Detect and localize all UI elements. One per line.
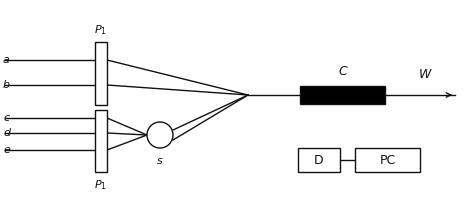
Text: W: W <box>419 68 431 81</box>
Text: d: d <box>3 128 10 138</box>
Bar <box>300 86 385 104</box>
Bar <box>355 148 420 172</box>
Text: P$_1$: P$_1$ <box>94 178 108 192</box>
Circle shape <box>147 122 173 148</box>
Text: D: D <box>314 154 324 166</box>
Bar <box>95 42 107 105</box>
Text: b: b <box>3 80 10 90</box>
Text: C: C <box>338 65 347 78</box>
Bar <box>95 110 107 172</box>
Text: PC: PC <box>379 154 396 166</box>
Text: e: e <box>3 145 10 155</box>
Text: P$_1$: P$_1$ <box>94 23 108 37</box>
Text: a: a <box>3 55 10 65</box>
Text: c: c <box>3 113 9 123</box>
Bar <box>298 148 340 172</box>
Text: s: s <box>157 156 163 166</box>
